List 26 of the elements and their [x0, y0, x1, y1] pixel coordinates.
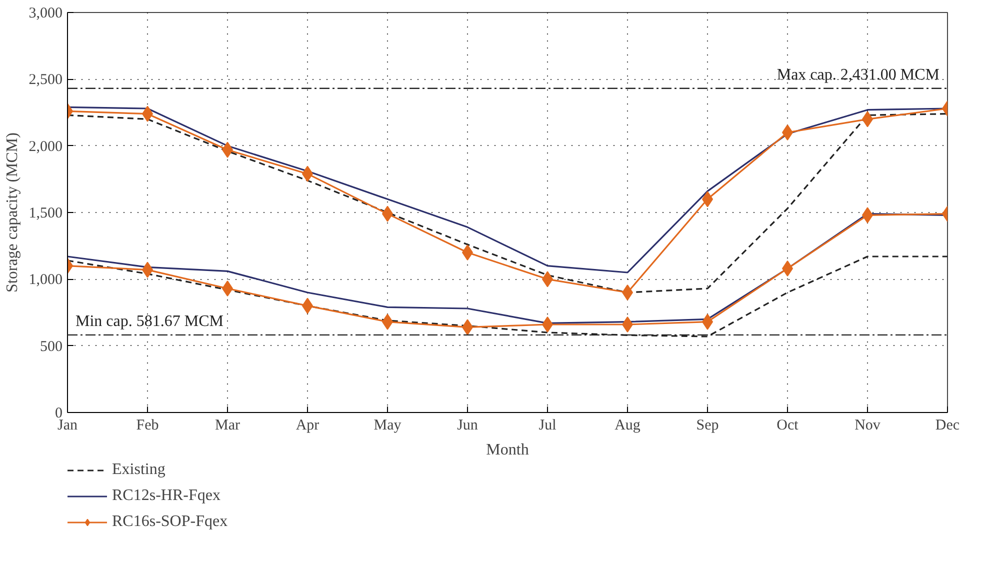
- x-tick-label: Apr: [296, 418, 320, 434]
- ref-line-label: Max cap. 2,431.00 MCM: [776, 66, 940, 84]
- ref-line-label: Min cap. 581.67 MCM: [76, 312, 224, 330]
- x-tick-label: May: [374, 418, 402, 434]
- y-tick-label: 2,000: [28, 138, 62, 155]
- x-tick-label: Jun: [457, 418, 478, 434]
- x-axis-title: Month: [486, 442, 529, 458]
- y-tick-label: 1,500: [28, 206, 62, 222]
- x-tick-label: Feb: [136, 418, 159, 434]
- y-tick-label: 3,000: [28, 6, 62, 22]
- y-tick-label: 2,500: [28, 72, 62, 88]
- x-tick-label: Oct: [776, 418, 800, 434]
- y-tick-label: 500: [40, 338, 62, 355]
- x-tick-label: Jul: [538, 418, 556, 434]
- x-tick-label: Dec: [935, 418, 960, 434]
- legend-label: RC12s-HR-Fqex: [112, 487, 220, 505]
- y-tick-label: 1,000: [28, 272, 62, 288]
- x-tick-label: Jan: [58, 418, 78, 434]
- x-tick-label: Sep: [696, 418, 719, 434]
- x-tick-label: Mar: [215, 418, 240, 434]
- line-series: [68, 256, 948, 338]
- legend-label: Existing: [112, 461, 166, 479]
- y-axis-title: Storage capacity (MCM): [4, 132, 21, 292]
- x-tick-label: Aug: [614, 418, 641, 434]
- legend-label: RC16s-SOP-Fqex: [112, 513, 228, 531]
- x-tick-label: Nov: [854, 418, 881, 434]
